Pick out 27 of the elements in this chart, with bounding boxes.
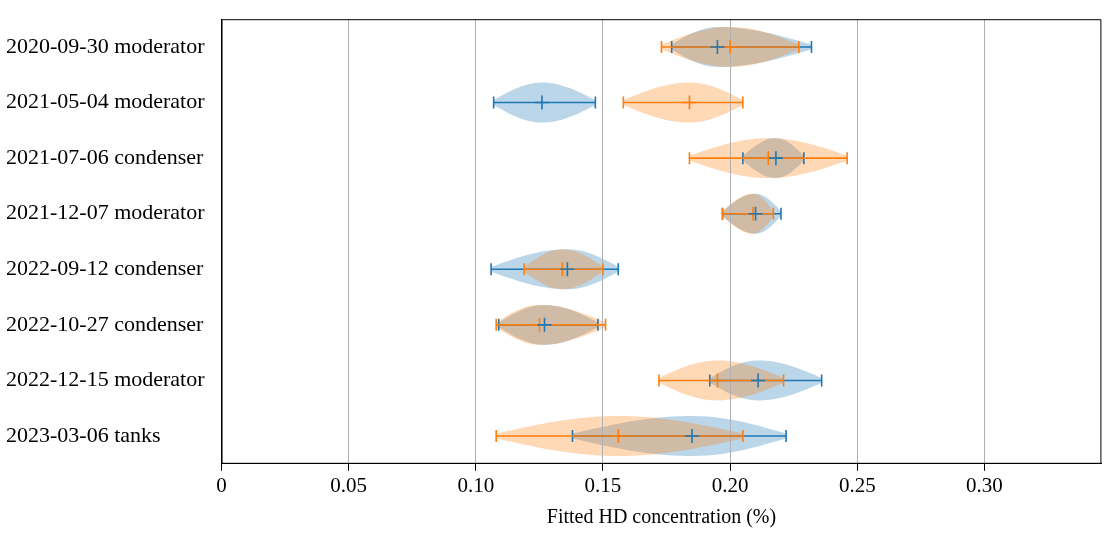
point <box>684 428 700 444</box>
x-tick-label: 0.25 <box>838 472 876 497</box>
x-tick-label: 0.10 <box>457 472 495 497</box>
x-axis-title: Fitted HD concentration (%) <box>546 505 777 529</box>
point <box>610 428 627 444</box>
y-tick-label: 2022-12-15 moderator <box>6 366 206 392</box>
point <box>681 94 698 111</box>
point <box>709 372 726 389</box>
y-tick-label: 2022-10-27 condenser <box>6 310 205 336</box>
x-tick-label: 0 <box>216 472 227 497</box>
y-tick-label: 2021-07-06 condenser <box>6 143 205 169</box>
point <box>536 317 553 333</box>
point <box>559 261 576 278</box>
x-tick-label: 0.20 <box>711 472 749 497</box>
x-tick-label: 0.05 <box>330 472 368 497</box>
y-tick-label: 2020-09-30 moderator <box>6 32 206 58</box>
point <box>534 94 550 111</box>
y-tick-label: 2022-09-12 condenser <box>6 255 205 281</box>
x-tick-label: 0.30 <box>966 472 1003 497</box>
point <box>722 39 738 55</box>
y-tick-label: 2021-12-07 moderator <box>6 199 206 225</box>
y-tick-label: 2021-05-04 moderator <box>6 88 206 114</box>
point <box>750 372 766 389</box>
y-tick-label: 2023-03-06 tanks <box>6 421 161 447</box>
point <box>709 39 726 55</box>
point <box>768 150 784 166</box>
x-tick-label: 0.15 <box>584 472 622 497</box>
